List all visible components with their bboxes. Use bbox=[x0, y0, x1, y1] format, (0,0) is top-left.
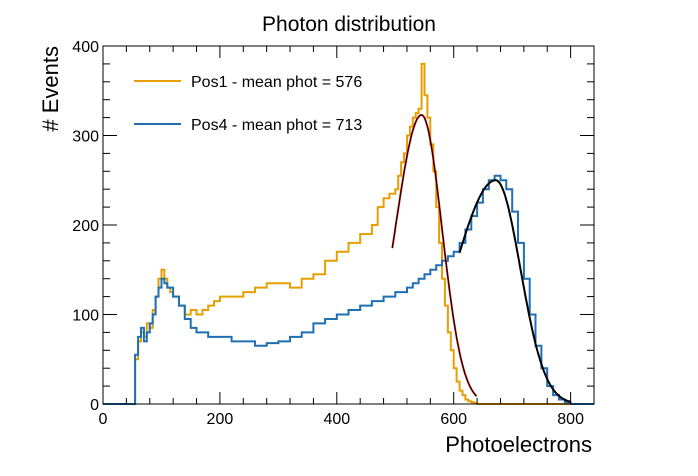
legend-label-pos1: Pos1 - mean phot = 576 bbox=[191, 74, 362, 91]
x-tick-label: 400 bbox=[323, 411, 350, 428]
y-axis-title: # Events bbox=[38, 46, 63, 132]
fit-curve-pos4 bbox=[458, 179, 571, 403]
x-tick-label: 600 bbox=[440, 411, 467, 428]
legend-label-pos4: Pos4 - mean phot = 713 bbox=[191, 117, 362, 134]
y-tick-label: 100 bbox=[72, 308, 99, 325]
x-tick-label: 200 bbox=[207, 411, 234, 428]
chart-title: Photon distribution bbox=[262, 13, 436, 36]
series-line-pos1 bbox=[103, 62, 594, 405]
y-tick-label: 0 bbox=[90, 397, 99, 414]
plot-area bbox=[103, 62, 594, 405]
legend: Pos1 - mean phot = 576 Pos4 - mean phot … bbox=[134, 74, 362, 134]
series-line-pos4 bbox=[103, 174, 594, 405]
x-tick-label: 0 bbox=[99, 411, 108, 428]
y-tick-label: 200 bbox=[72, 218, 99, 235]
axis-ticks: 0 200 400 600 800 0 100 200 300 400 bbox=[72, 39, 595, 428]
fit-curve-pos1-outline bbox=[391, 114, 477, 397]
y-tick-label: 400 bbox=[72, 39, 99, 56]
y-tick-label: 300 bbox=[72, 129, 99, 146]
x-tick-label: 800 bbox=[557, 411, 584, 428]
x-axis-title: Photoelectrons bbox=[445, 432, 592, 457]
plot-frame bbox=[102, 45, 595, 405]
